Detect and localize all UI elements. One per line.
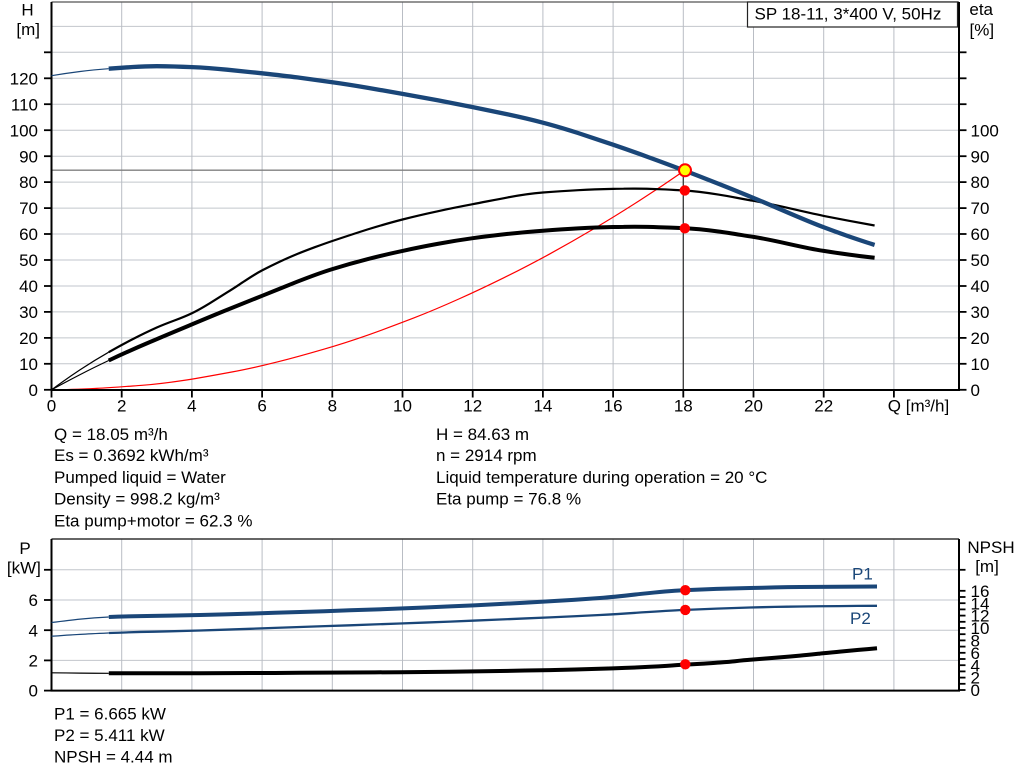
svg-text:40: 40 — [19, 277, 38, 296]
svg-text:H: H — [21, 0, 33, 19]
svg-text:100: 100 — [10, 121, 38, 140]
svg-text:eta: eta — [969, 0, 993, 19]
svg-text:22: 22 — [814, 397, 833, 416]
svg-text:0: 0 — [47, 397, 56, 416]
svg-text:6: 6 — [257, 397, 266, 416]
svg-text:[%]: [%] — [970, 20, 995, 39]
svg-text:60: 60 — [971, 225, 990, 244]
svg-text:0: 0 — [29, 381, 38, 400]
svg-text:0: 0 — [971, 681, 980, 700]
svg-text:4: 4 — [971, 656, 980, 675]
svg-text:30: 30 — [19, 303, 38, 322]
svg-text:0: 0 — [971, 381, 980, 400]
svg-text:2: 2 — [971, 669, 980, 688]
svg-text:18: 18 — [674, 397, 693, 416]
svg-text:8: 8 — [971, 632, 980, 651]
svg-text:60: 60 — [19, 225, 38, 244]
svg-text:Es = 0.3692 kWh/m³: Es = 0.3692 kWh/m³ — [54, 446, 209, 465]
svg-text:[m]: [m] — [16, 20, 40, 39]
svg-text:Eta pump = 76.8 %: Eta pump = 76.8 % — [436, 490, 581, 509]
svg-text:Eta pump+motor = 62.3 %: Eta pump+motor = 62.3 % — [54, 512, 252, 531]
svg-text:4: 4 — [29, 621, 38, 640]
svg-text:4: 4 — [187, 397, 196, 416]
svg-text:6: 6 — [971, 644, 980, 663]
svg-text:Pumped liquid = Water: Pumped liquid = Water — [54, 468, 226, 487]
svg-text:2: 2 — [29, 652, 38, 671]
svg-text:12: 12 — [971, 607, 990, 626]
svg-text:10: 10 — [971, 355, 990, 374]
svg-text:70: 70 — [971, 199, 990, 218]
svg-text:Liquid temperature during oper: Liquid temperature during operation = 20… — [436, 468, 767, 487]
svg-text:90: 90 — [19, 147, 38, 166]
svg-text:10: 10 — [19, 355, 38, 374]
svg-text:P1: P1 — [852, 565, 873, 584]
svg-text:90: 90 — [971, 147, 990, 166]
svg-text:100: 100 — [971, 121, 999, 140]
svg-text:14: 14 — [971, 594, 990, 613]
svg-text:NPSH: NPSH — [967, 538, 1014, 557]
svg-text:16: 16 — [971, 582, 990, 601]
svg-text:n = 2914 rpm: n = 2914 rpm — [436, 446, 537, 465]
svg-text:30: 30 — [971, 303, 990, 322]
svg-text:Q = 18.05 m³/h: Q = 18.05 m³/h — [54, 425, 168, 444]
svg-text:16: 16 — [604, 397, 623, 416]
svg-text:20: 20 — [971, 329, 990, 348]
svg-text:50: 50 — [971, 251, 990, 270]
svg-text:80: 80 — [971, 173, 990, 192]
svg-text:10: 10 — [393, 397, 412, 416]
svg-text:P: P — [19, 539, 30, 558]
svg-text:6: 6 — [29, 591, 38, 610]
svg-text:14: 14 — [533, 397, 552, 416]
svg-text:Q [m³/h]: Q [m³/h] — [888, 397, 949, 416]
svg-text:H = 84.63 m: H = 84.63 m — [436, 425, 529, 444]
svg-text:110: 110 — [11, 95, 38, 114]
svg-text:20: 20 — [744, 397, 763, 416]
svg-text:P1 = 6.665 kW: P1 = 6.665 kW — [54, 704, 166, 723]
svg-text:80: 80 — [19, 173, 38, 192]
svg-text:40: 40 — [971, 277, 990, 296]
svg-text:70: 70 — [19, 199, 38, 218]
svg-text:120: 120 — [10, 69, 38, 88]
svg-text:P2: P2 — [850, 609, 871, 628]
svg-text:0: 0 — [29, 682, 38, 701]
svg-text:NPSH = 4.44 m: NPSH = 4.44 m — [54, 748, 173, 767]
svg-text:Density = 998.2 kg/m³: Density = 998.2 kg/m³ — [54, 490, 220, 509]
svg-text:20: 20 — [19, 329, 38, 348]
svg-text:8: 8 — [328, 397, 337, 416]
svg-text:12: 12 — [463, 397, 482, 416]
svg-text:[kW]: [kW] — [7, 559, 41, 578]
svg-text:2: 2 — [117, 397, 126, 416]
svg-text:SP 18-11, 3*400 V, 50Hz: SP 18-11, 3*400 V, 50Hz — [755, 5, 942, 24]
svg-text:[m]: [m] — [975, 557, 999, 576]
svg-text:P2 = 5.411 kW: P2 = 5.411 kW — [54, 726, 165, 745]
svg-text:10: 10 — [971, 619, 990, 638]
svg-text:50: 50 — [19, 251, 38, 270]
